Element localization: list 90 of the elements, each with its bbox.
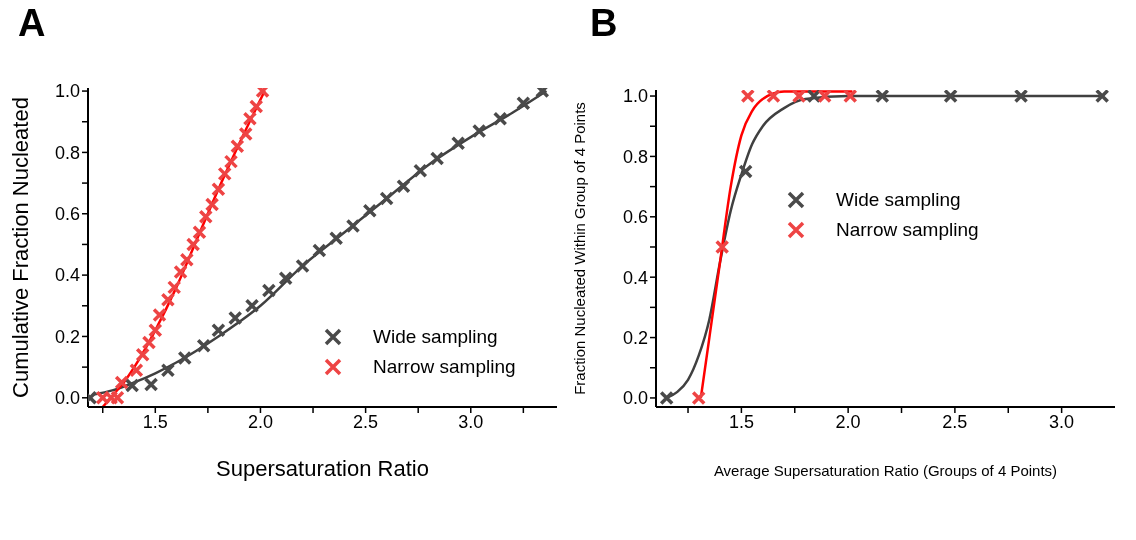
point (211, 181, 226, 197)
point (103, 390, 119, 406)
point (516, 96, 531, 111)
y-tick-label: 0.6 (622, 207, 648, 228)
x-tick-label: 2.5 (353, 411, 379, 432)
point (173, 264, 188, 280)
point (129, 362, 144, 378)
point (261, 283, 277, 298)
y-tick-label: 1.0 (622, 86, 648, 107)
point (429, 151, 445, 166)
point (211, 323, 226, 338)
point (659, 390, 674, 406)
point (185, 237, 201, 252)
x-axis-title: Supersaturation Ratio (216, 456, 429, 481)
point (179, 252, 195, 268)
point (471, 123, 487, 139)
point (714, 239, 730, 255)
point (396, 178, 411, 194)
x-tick-label: 3.0 (458, 411, 484, 432)
point (312, 243, 327, 258)
point (242, 111, 258, 126)
point (114, 375, 129, 390)
x-tick-label: 1.5 (142, 411, 168, 432)
chart-title: A (18, 2, 46, 45)
point (244, 298, 260, 314)
y-tick-label: 0.2 (622, 327, 648, 348)
point (413, 163, 428, 179)
point (740, 90, 756, 104)
point (295, 258, 310, 274)
point (148, 323, 163, 338)
x-tick-label: 1.5 (728, 411, 754, 432)
point (328, 231, 344, 246)
y-tick-label: 0.8 (54, 142, 80, 163)
point (738, 164, 753, 179)
point (766, 90, 781, 104)
point (1013, 90, 1029, 104)
x-tick-label: 2.0 (835, 411, 861, 432)
point (143, 377, 159, 392)
point (791, 90, 807, 104)
point (278, 270, 293, 286)
point (160, 362, 176, 378)
x-tick-label: 3.0 (1049, 411, 1075, 432)
point (141, 335, 157, 350)
point (691, 390, 706, 406)
point (166, 280, 182, 295)
point (135, 347, 150, 363)
y-axis-title: Cumulative Fraction Nucleated (7, 97, 33, 398)
point (204, 197, 220, 212)
legend-label: Narrow sampling (836, 219, 979, 241)
y-axis-title: Fraction Nucleated Within Group of 4 Points (571, 102, 589, 395)
point (230, 139, 245, 154)
x-tick-label: 2.0 (247, 411, 273, 432)
point (196, 338, 211, 353)
y-tick-label: 0.4 (622, 267, 648, 288)
point (843, 90, 858, 104)
y-tick-label: 0.2 (54, 326, 80, 347)
x-axis-title: Average Supersaturation Ratio (Groups of 4 Points) (713, 462, 1058, 479)
point (1094, 90, 1110, 104)
point (345, 218, 361, 234)
legend-label: Wide sampling (836, 189, 961, 211)
point (177, 350, 192, 366)
point (238, 126, 253, 142)
point (152, 307, 167, 323)
y-tick-label: 0.4 (54, 265, 80, 286)
point (249, 99, 264, 114)
chart-title: B (590, 2, 618, 45)
point (943, 90, 958, 104)
point (492, 111, 508, 126)
point (817, 90, 832, 104)
x-tick-label: 2.5 (942, 411, 968, 432)
point (95, 390, 110, 406)
y-tick-label: 0.6 (54, 204, 80, 225)
point (110, 390, 125, 406)
point (217, 166, 232, 182)
point (223, 154, 239, 169)
point (362, 203, 378, 218)
y-tick-label: 1.0 (54, 81, 80, 102)
point (379, 191, 394, 206)
point (192, 224, 207, 240)
y-tick-label: 0.0 (54, 388, 80, 409)
point (450, 135, 466, 151)
point (198, 209, 214, 225)
y-tick-label: 0.8 (622, 146, 648, 167)
point (227, 310, 243, 326)
point (875, 90, 890, 104)
legend-label: Wide sampling (373, 326, 498, 348)
point (124, 378, 140, 393)
y-tick-label: 0.0 (622, 388, 648, 409)
legend-label: Narrow sampling (373, 356, 516, 378)
point (160, 292, 176, 307)
